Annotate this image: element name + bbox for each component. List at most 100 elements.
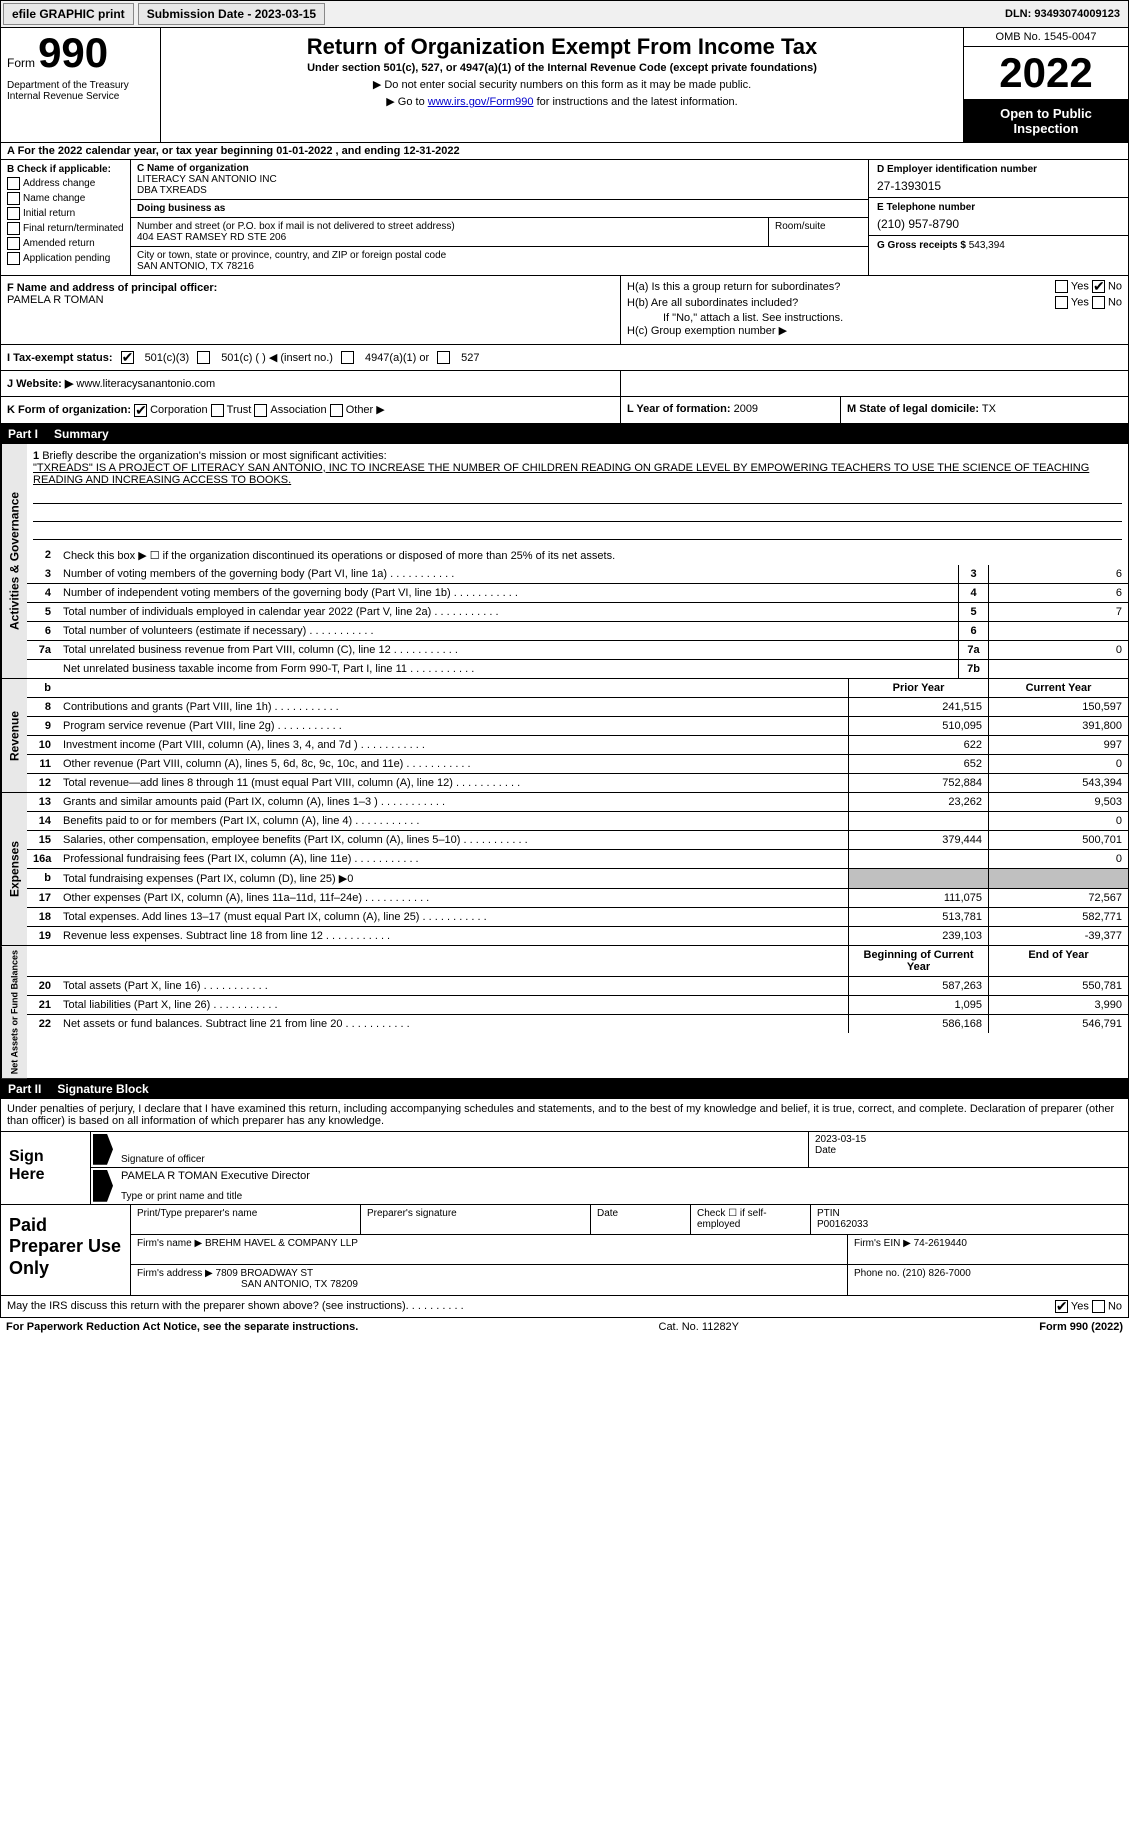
sign-here-label: Sign Here <box>1 1132 91 1204</box>
data-row: 8Contributions and grants (Part VIII, li… <box>27 698 1128 717</box>
data-row: 17Other expenses (Part IX, column (A), l… <box>27 889 1128 908</box>
yes-lbl: Yes <box>1071 280 1089 292</box>
open-public: Open to Public Inspection <box>964 100 1128 142</box>
note2-post: for instructions and the latest informat… <box>534 96 738 108</box>
prep-sig-lbl: Preparer's signature <box>361 1205 591 1234</box>
blank-line <box>33 526 1122 540</box>
part1-header: Part I Summary <box>0 424 1129 444</box>
gov-row: 6Total number of volunteers (estimate if… <box>27 622 1128 641</box>
side-na: Net Assets or Fund Balances <box>1 946 27 1078</box>
sig-name-cell: PAMELA R TOMAN Executive Director Type o… <box>115 1168 1128 1204</box>
data-row: 10Investment income (Part VIII, column (… <box>27 736 1128 755</box>
i-o1: 501(c)(3) <box>145 352 190 364</box>
dots: . . . . . . . . . . <box>406 1300 464 1313</box>
i-527-cb[interactable] <box>437 351 450 364</box>
discuss-yes: Yes <box>1071 1300 1089 1312</box>
bcy-header: Beginning of Current Year <box>848 946 988 976</box>
colb-option[interactable]: Amended return <box>7 237 124 250</box>
gov-row: 4Number of independent voting members of… <box>27 584 1128 603</box>
dba-label: Doing business as <box>137 203 225 214</box>
colb-option[interactable]: Address change <box>7 177 124 190</box>
colb-option[interactable]: Name change <box>7 192 124 205</box>
prep-ptin: PTINP00162033 <box>811 1205 1128 1234</box>
colb-option[interactable]: Initial return <box>7 207 124 220</box>
tax-year: 2022 <box>964 47 1128 100</box>
col-b-header: B Check if applicable: <box>7 164 124 175</box>
exp-section: Expenses 13Grants and similar amounts pa… <box>0 793 1129 946</box>
omb-number: OMB No. 1545-0047 <box>964 28 1128 47</box>
rev-header-row: b Prior Year Current Year <box>27 679 1128 698</box>
data-row: 19Revenue less expenses. Subtract line 1… <box>27 927 1128 945</box>
sig-officer-label: Signature of officer <box>121 1154 802 1165</box>
mission-block: 1 Briefly describe the organization's mi… <box>27 444 1128 546</box>
data-row: bTotal fundraising expenses (Part IX, co… <box>27 869 1128 889</box>
data-row: 14Benefits paid to or for members (Part … <box>27 812 1128 831</box>
city-value: SAN ANTONIO, TX 78216 <box>137 261 862 272</box>
officer-name: PAMELA R TOMAN <box>7 294 614 306</box>
m-value: TX <box>982 403 996 415</box>
street-value: 404 EAST RAMSEY RD STE 206 <box>137 232 762 243</box>
data-row: 9Program service revenue (Part VIII, lin… <box>27 717 1128 736</box>
hb-note: If "No," attach a list. See instructions… <box>627 312 1122 324</box>
irs-link[interactable]: www.irs.gov/Form990 <box>428 96 534 108</box>
na-section: Net Assets or Fund Balances Beginning of… <box>0 946 1129 1079</box>
i-501c3-cb[interactable] <box>121 351 134 364</box>
hb-yes-cb[interactable] <box>1055 296 1068 309</box>
prep-left-label: Paid Preparer Use Only <box>1 1205 131 1295</box>
note2-pre: ▶ Go to <box>386 96 427 108</box>
k-assoc-cb[interactable] <box>254 404 267 417</box>
k-corp-cb[interactable] <box>134 404 147 417</box>
data-row: 15Salaries, other compensation, employee… <box>27 831 1128 850</box>
data-row: 11Other revenue (Part VIII, column (A), … <box>27 755 1128 774</box>
k-trust-cb[interactable] <box>211 404 224 417</box>
sig-officer-cell: Signature of officer <box>115 1132 808 1167</box>
data-row: 20Total assets (Part X, line 16)587,2635… <box>27 977 1128 996</box>
discuss-no-cb[interactable] <box>1092 1300 1105 1313</box>
note-link: ▶ Go to www.irs.gov/Form990 for instruct… <box>167 95 957 108</box>
website-value: www.literacysanantonio.com <box>76 378 215 390</box>
hb-no-cb[interactable] <box>1092 296 1105 309</box>
blank <box>57 946 848 976</box>
k-label: K Form of organization: <box>7 404 131 416</box>
k-o4: Other ▶ <box>346 404 385 416</box>
gross-label: G Gross receipts $ <box>877 240 966 251</box>
gov-row: Net unrelated business taxable income fr… <box>27 660 1128 678</box>
ha-text: H(a) Is this a group return for subordin… <box>627 281 840 293</box>
data-row: 13Grants and similar amounts paid (Part … <box>27 793 1128 812</box>
rev-section: Revenue b Prior Year Current Year 8Contr… <box>0 679 1129 793</box>
section-j: J Website: ▶ www.literacysanantonio.com <box>0 371 1129 397</box>
phone-value: (210) 957-8790 <box>877 217 1120 231</box>
i-label: I Tax-exempt status: <box>7 352 113 364</box>
ha-yes-cb[interactable] <box>1055 280 1068 293</box>
room-label: Room/suite <box>768 218 868 246</box>
m-label: M State of legal domicile: <box>847 403 979 415</box>
blank-line <box>33 508 1122 522</box>
j-label: J Website: ▶ <box>7 378 73 390</box>
gross-value: 543,394 <box>969 240 1005 251</box>
dept-text: Department of the Treasury Internal Reve… <box>7 80 154 102</box>
i-501c-cb[interactable] <box>197 351 210 364</box>
form-word: Form <box>7 56 35 70</box>
dln-text: DLN: 93493074009123 <box>1005 8 1126 20</box>
street-label: Number and street (or P.O. box if mail i… <box>137 221 762 232</box>
section-bcd: B Check if applicable: Address change Nam… <box>0 160 1129 276</box>
blank: b <box>27 679 57 697</box>
ein-label: D Employer identification number <box>877 164 1120 175</box>
col-d: D Employer identification number 27-1393… <box>868 160 1128 275</box>
colb-option[interactable]: Final return/terminated <box>7 222 124 235</box>
colb-option[interactable]: Application pending <box>7 252 124 265</box>
submission-btn[interactable]: Submission Date - 2023-03-15 <box>138 3 325 25</box>
col-b: B Check if applicable: Address change Nam… <box>1 160 131 275</box>
i-4947-cb[interactable] <box>341 351 354 364</box>
discuss-yes-cb[interactable] <box>1055 1300 1068 1313</box>
section-klm: K Form of organization: Corporation Trus… <box>0 397 1129 424</box>
prep-date-lbl: Date <box>591 1205 691 1234</box>
i-o4: 527 <box>461 352 479 364</box>
efile-btn[interactable]: efile GRAPHIC print <box>3 3 134 25</box>
side-rev: Revenue <box>1 679 27 792</box>
prep-name-lbl: Print/Type preparer's name <box>131 1205 361 1234</box>
ha-no-cb[interactable] <box>1092 280 1105 293</box>
city-label: City or town, state or province, country… <box>137 250 862 261</box>
gov-row: 3Number of voting members of the governi… <box>27 565 1128 584</box>
k-other-cb[interactable] <box>330 404 343 417</box>
